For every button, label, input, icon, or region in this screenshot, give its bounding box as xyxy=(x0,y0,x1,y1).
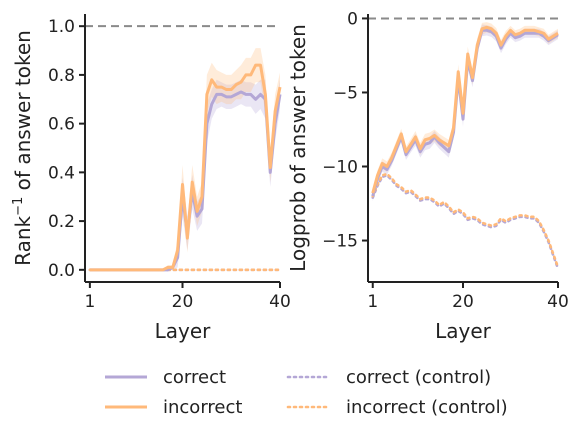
y-tick-label: 0.4 xyxy=(48,163,75,183)
y-tick-label: 0.0 xyxy=(48,261,75,281)
series-line-incorrect xyxy=(89,63,282,272)
y-tick-label: −10 xyxy=(322,158,358,178)
y-tick-label: 0 xyxy=(347,9,358,29)
x-tick-label: 40 xyxy=(269,292,291,312)
confidence-band-correct xyxy=(89,79,280,270)
legend-label: incorrect (control) xyxy=(346,397,508,418)
confidence-band-correct xyxy=(372,24,558,202)
y-axis-label: Logprob of answer token xyxy=(286,24,310,272)
x-tick-label: 20 xyxy=(172,292,194,312)
y-tick-label: −15 xyxy=(322,232,358,252)
legend: correct incorrect correct (control) incorre… xyxy=(105,367,508,418)
confidence-band-incorrect xyxy=(372,22,558,199)
y-tick-label: 0.2 xyxy=(48,212,75,232)
series-line-incorrect xyxy=(371,25,559,194)
y-tick-label: 1.0 xyxy=(48,17,75,37)
y-axis-label: Rank−1 of answer token xyxy=(11,30,35,266)
legend-label: correct xyxy=(163,367,226,388)
confidence-band-incorrect xyxy=(89,48,280,270)
y-tick-label: −5 xyxy=(333,83,358,103)
x-tick-label: 40 xyxy=(547,292,569,312)
panel-rank: 0.0 0.2 0.4 0.6 0.8 1.0 1 20 40 Layer Rank−1 of an… xyxy=(11,14,291,343)
y-tick-label: 0.6 xyxy=(48,115,75,135)
x-axis-label: Layer xyxy=(435,319,492,343)
legend-label: incorrect xyxy=(163,397,242,418)
series-line-correct xyxy=(89,90,282,272)
series-line-correct xyxy=(371,28,559,197)
x-tick-label: 20 xyxy=(452,292,474,312)
y-tick-label: 0.8 xyxy=(48,66,75,86)
series-line-incorrect-control- xyxy=(371,172,560,269)
panel-logprob: 0 −5 −10 −15 1 20 40 Layer Logprob of answer tok… xyxy=(286,9,569,343)
x-tick-label: 1 xyxy=(84,292,95,312)
legend-label: correct (control) xyxy=(346,367,491,388)
x-axis-label: Layer xyxy=(155,319,212,343)
x-tick-label: 1 xyxy=(367,292,378,312)
series-line-correct-control- xyxy=(371,174,560,270)
